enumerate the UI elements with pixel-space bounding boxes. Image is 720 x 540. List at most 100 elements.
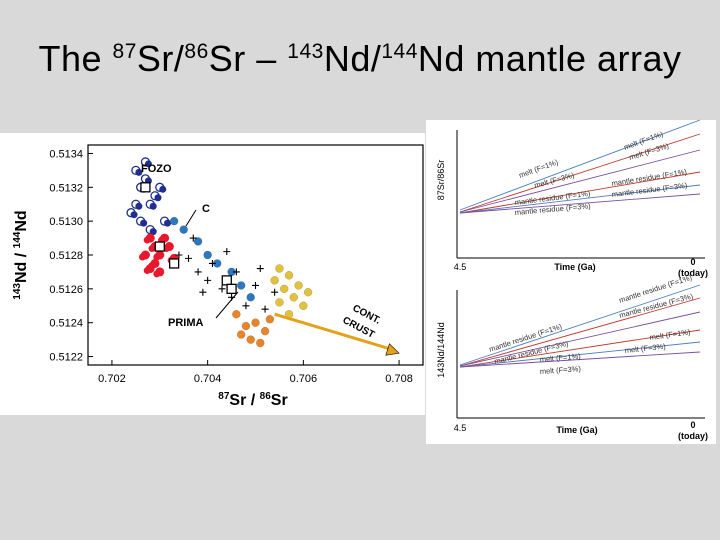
scatter-y-tick-label: 0.5122 [49,352,83,364]
end-member-square [168,258,180,269]
scatter-point-plus [194,268,202,276]
scatter-panel-background [0,133,425,415]
scatter-point-series-2 [193,237,203,246]
scatter-point-plus [218,285,226,293]
nd-label-melt-3: melt (F=3%) [624,342,666,355]
scatter-y-tick-label: 0.5132 [49,182,83,194]
crust-trend-arrow [274,312,400,356]
scatter-point-red [153,253,161,261]
end-member-square [221,275,232,286]
scatter-y-tick-label: 0.5126 [49,284,83,296]
title-nd143-mass: 143 [287,40,324,63]
scatter-x-axis-label: 87Sr / 86Sr [218,391,287,409]
scatter-point-series-4 [241,321,251,331]
sr-panel-tick-start: 4.5 [454,262,467,272]
sr-panel-tick-end: 0 [690,257,695,267]
nd-evolution-lines [459,284,701,368]
c-label: C [202,203,210,215]
prima-pointer [215,291,239,319]
scatter-point-plus [256,265,264,273]
nd-residue-line-3 [459,311,701,367]
scatter-point-fozo-filled [149,228,157,236]
scatter-y-tick-label: 0.5130 [49,216,83,228]
scatter-point-red [138,253,146,261]
scatter-point-series-4 [232,309,241,319]
scatter-point-series-5 [275,264,284,273]
sr-panel-tick-today: (today) [678,268,708,278]
scatter-point-series-2 [169,216,179,226]
scatter-point-plus [271,288,279,296]
nd-residue-line-1 [459,284,701,366]
scatter-point-series-2 [179,225,188,234]
scatter-point-series-5 [284,271,294,280]
scatter-point-fozo-filled [135,202,143,210]
scatter-y-tick-label: 0.5128 [49,250,83,262]
scatter-point-plus [252,281,259,289]
c-pointer [185,209,197,227]
nd-label-melt-b: melt (F=3%) [540,364,582,376]
scatter-point-fozo-filled [144,160,152,168]
scatter-x-tick-label: 0.706 [290,373,318,385]
title-prefix: The [38,38,113,79]
title-nd143: Nd/ [323,38,382,79]
scatter-point-fozo-filled [149,202,157,210]
end-member-markers [140,182,237,294]
sr-residue-line-3 [459,193,701,214]
scatter-point-fozo-filled [130,211,138,219]
title-sr86-mass: 86 [184,40,209,63]
scatter-y-axis-label: 143Nd / 144Nd [12,210,30,299]
scatter-point-series-4 [265,315,275,324]
scatter-point-red [148,245,156,253]
scatter-x-tick-label: 0.704 [194,373,222,385]
scatter-y-tick-label: 0.5124 [49,318,83,330]
scatter-point-plus [175,251,183,259]
scatter-point-plus [199,288,207,296]
scatter-y-tick-label: 0.5134 [49,148,83,160]
scatter-point-series-5 [299,301,308,311]
fozo-label: FOZO [141,163,172,175]
scatter-point-series-4 [256,338,265,348]
scatter-point-series-2 [246,293,255,302]
scatter-point-series-5 [275,298,284,307]
scatter-point-series-2 [236,281,246,290]
scatter-point-plus [223,248,231,256]
scatter-point-plus [242,302,250,310]
sr-melt-line-1 [459,119,701,211]
scatter-point-series-4 [246,335,255,344]
scatter-point-plus [232,268,240,276]
scatter-point-series-5 [294,281,303,290]
title-sr86: Sr [208,38,246,79]
scatter-point-fozo-filled [164,219,172,227]
scatter-point-series-2 [203,250,212,260]
scatter-point-fozo-filled [159,185,167,193]
title-sr87-mass: 87 [112,40,137,63]
end-member-square [154,241,165,252]
title-nd144-rest: Nd mantle array [417,38,682,79]
end-member-square [140,182,151,193]
scatter-point-plus [208,259,216,267]
nd-residue-line-2 [459,297,701,367]
sr-residue-line-2 [459,184,701,214]
title-dash: – [245,38,288,79]
evolution-panel-background [426,120,716,444]
nd-melt-line-3 [459,351,701,368]
scatter-x-tick-label: 0.702 [98,373,126,385]
nd-panel-tick-end: 0 [690,420,695,430]
scatter-point-series-4 [260,326,270,336]
scatter-point-red [153,270,161,278]
sr-residue-line-1 [459,171,701,214]
scatter-point-fozo-filled [154,194,162,202]
scatter-point-fozo-filled [135,168,143,176]
crust-arrow-head [385,343,400,356]
sr-melt-line-2 [459,133,701,213]
scatter-point-plus [204,276,212,284]
nd-panel-tick-start: 4.5 [454,423,467,433]
slide-title: The 87Sr/86Sr – 143Nd/144Nd mantle array [0,38,720,80]
scatter-points [126,157,313,348]
scatter-point-red [143,267,151,275]
scatter-point-series-4 [236,330,246,339]
scatter-point-fozo-filled [140,219,148,227]
title-nd144-mass: 144 [381,40,418,63]
title-sr87: Sr/ [136,38,185,79]
